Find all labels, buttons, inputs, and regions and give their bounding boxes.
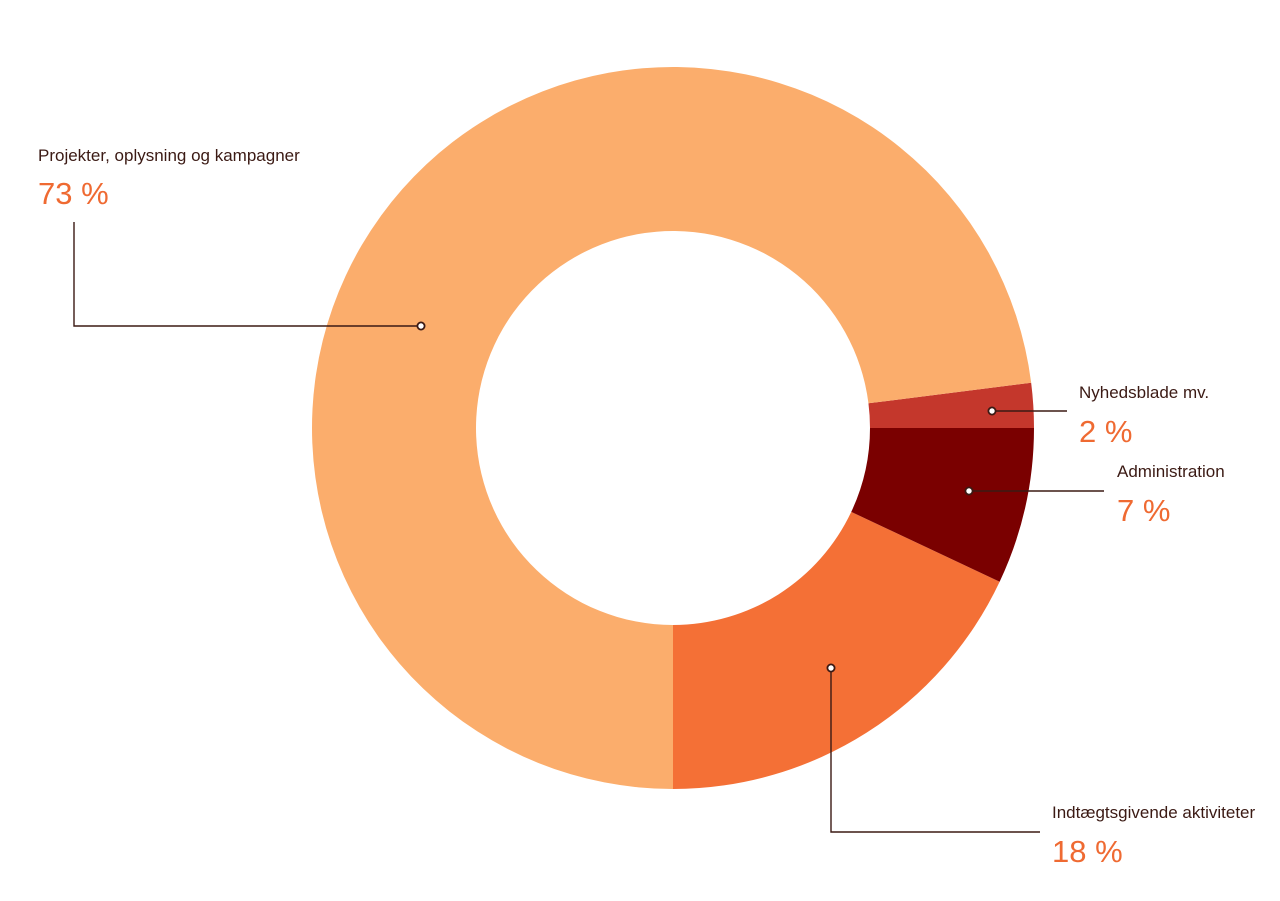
slice-value-projekter: 73 % [38,176,109,211]
slice-value-nyhedsblade: 2 % [1079,414,1132,449]
slice-indtaegtsgivende [673,511,1000,789]
slice-nyhedsblade [868,382,1035,428]
leader-projekter [73,222,421,327]
leader-administration-dot [964,486,974,496]
leader-lines [73,222,1104,833]
leader-nyhedsblade-dot [987,406,997,416]
slice-projekter [312,67,1032,790]
slice-label-administration: Administration [1117,462,1225,481]
slice-label-indtaegtsgivende: Indtægtsgivende aktiviteter [1052,803,1256,822]
leader-indtaegtsgivende [830,668,1040,833]
leader-projekter-dot [416,321,426,331]
donut-slices [312,67,1035,790]
slice-label-projekter: Projekter, oplysning og kampagner [38,146,300,165]
slice-value-indtaegtsgivende: 18 % [1052,834,1123,869]
leader-indtaegtsgivende-dot [826,663,836,673]
slice-value-administration: 7 % [1117,493,1170,528]
slice-label-nyhedsblade: Nyhedsblade mv. [1079,383,1209,402]
slice-administration [851,428,1034,582]
